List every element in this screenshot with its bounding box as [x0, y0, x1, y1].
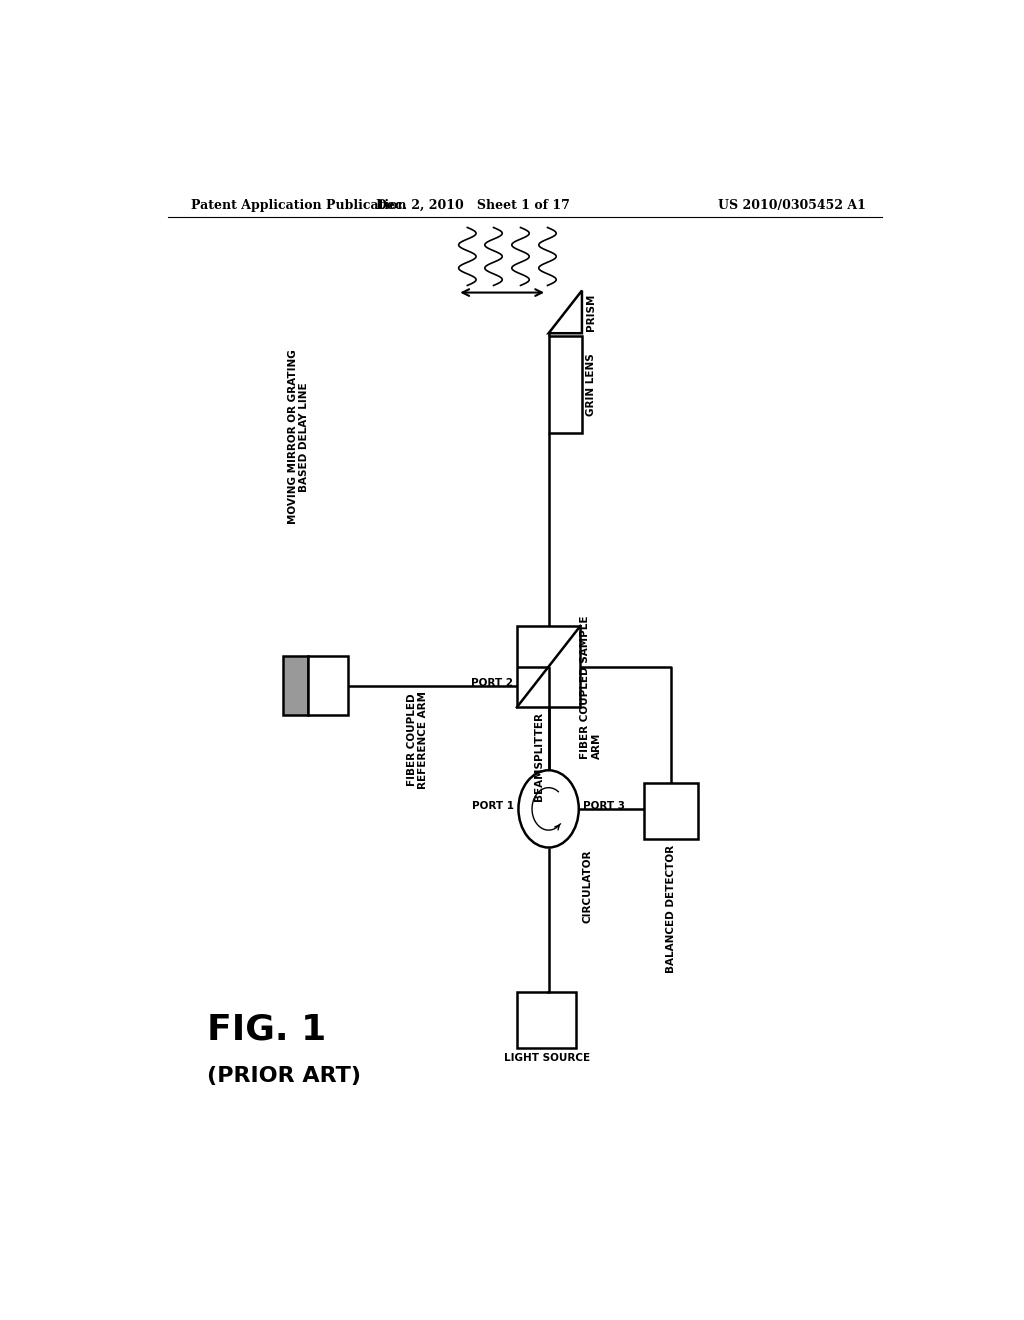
Text: US 2010/0305452 A1: US 2010/0305452 A1 [718, 199, 866, 213]
Text: PORT 1: PORT 1 [472, 801, 514, 810]
Text: FIBER COUPLED SAMPLE
ARM: FIBER COUPLED SAMPLE ARM [581, 615, 602, 759]
Text: Dec. 2, 2010   Sheet 1 of 17: Dec. 2, 2010 Sheet 1 of 17 [376, 199, 570, 213]
Text: PORT 2: PORT 2 [471, 678, 513, 688]
Bar [283, 656, 308, 715]
Text: BALANCED DETECTOR: BALANCED DETECTOR [666, 845, 676, 973]
Text: CIRCULATOR: CIRCULATOR [583, 850, 593, 923]
Bar [517, 626, 581, 708]
Bar [549, 337, 582, 433]
Text: FIBER COUPLED
REFERENCE ARM: FIBER COUPLED REFERENCE ARM [407, 690, 428, 789]
Text: BEAMSPLITTER: BEAMSPLITTER [535, 713, 544, 801]
Text: MOVING MIRROR OR GRATING
BASED DELAY LINE: MOVING MIRROR OR GRATING BASED DELAY LIN… [288, 350, 309, 524]
Text: FIG. 1: FIG. 1 [207, 1012, 327, 1047]
Text: GRIN LENS: GRIN LENS [586, 354, 596, 416]
Text: PRISM: PRISM [586, 293, 596, 330]
Bar [308, 656, 348, 715]
Text: Patent Application Publication: Patent Application Publication [191, 199, 407, 213]
Text: (PRIOR ART): (PRIOR ART) [207, 1067, 361, 1086]
Text: PORT 3: PORT 3 [583, 801, 625, 810]
Bar [644, 784, 697, 840]
Text: LIGHT SOURCE: LIGHT SOURCE [504, 1053, 590, 1063]
Bar [517, 991, 577, 1048]
